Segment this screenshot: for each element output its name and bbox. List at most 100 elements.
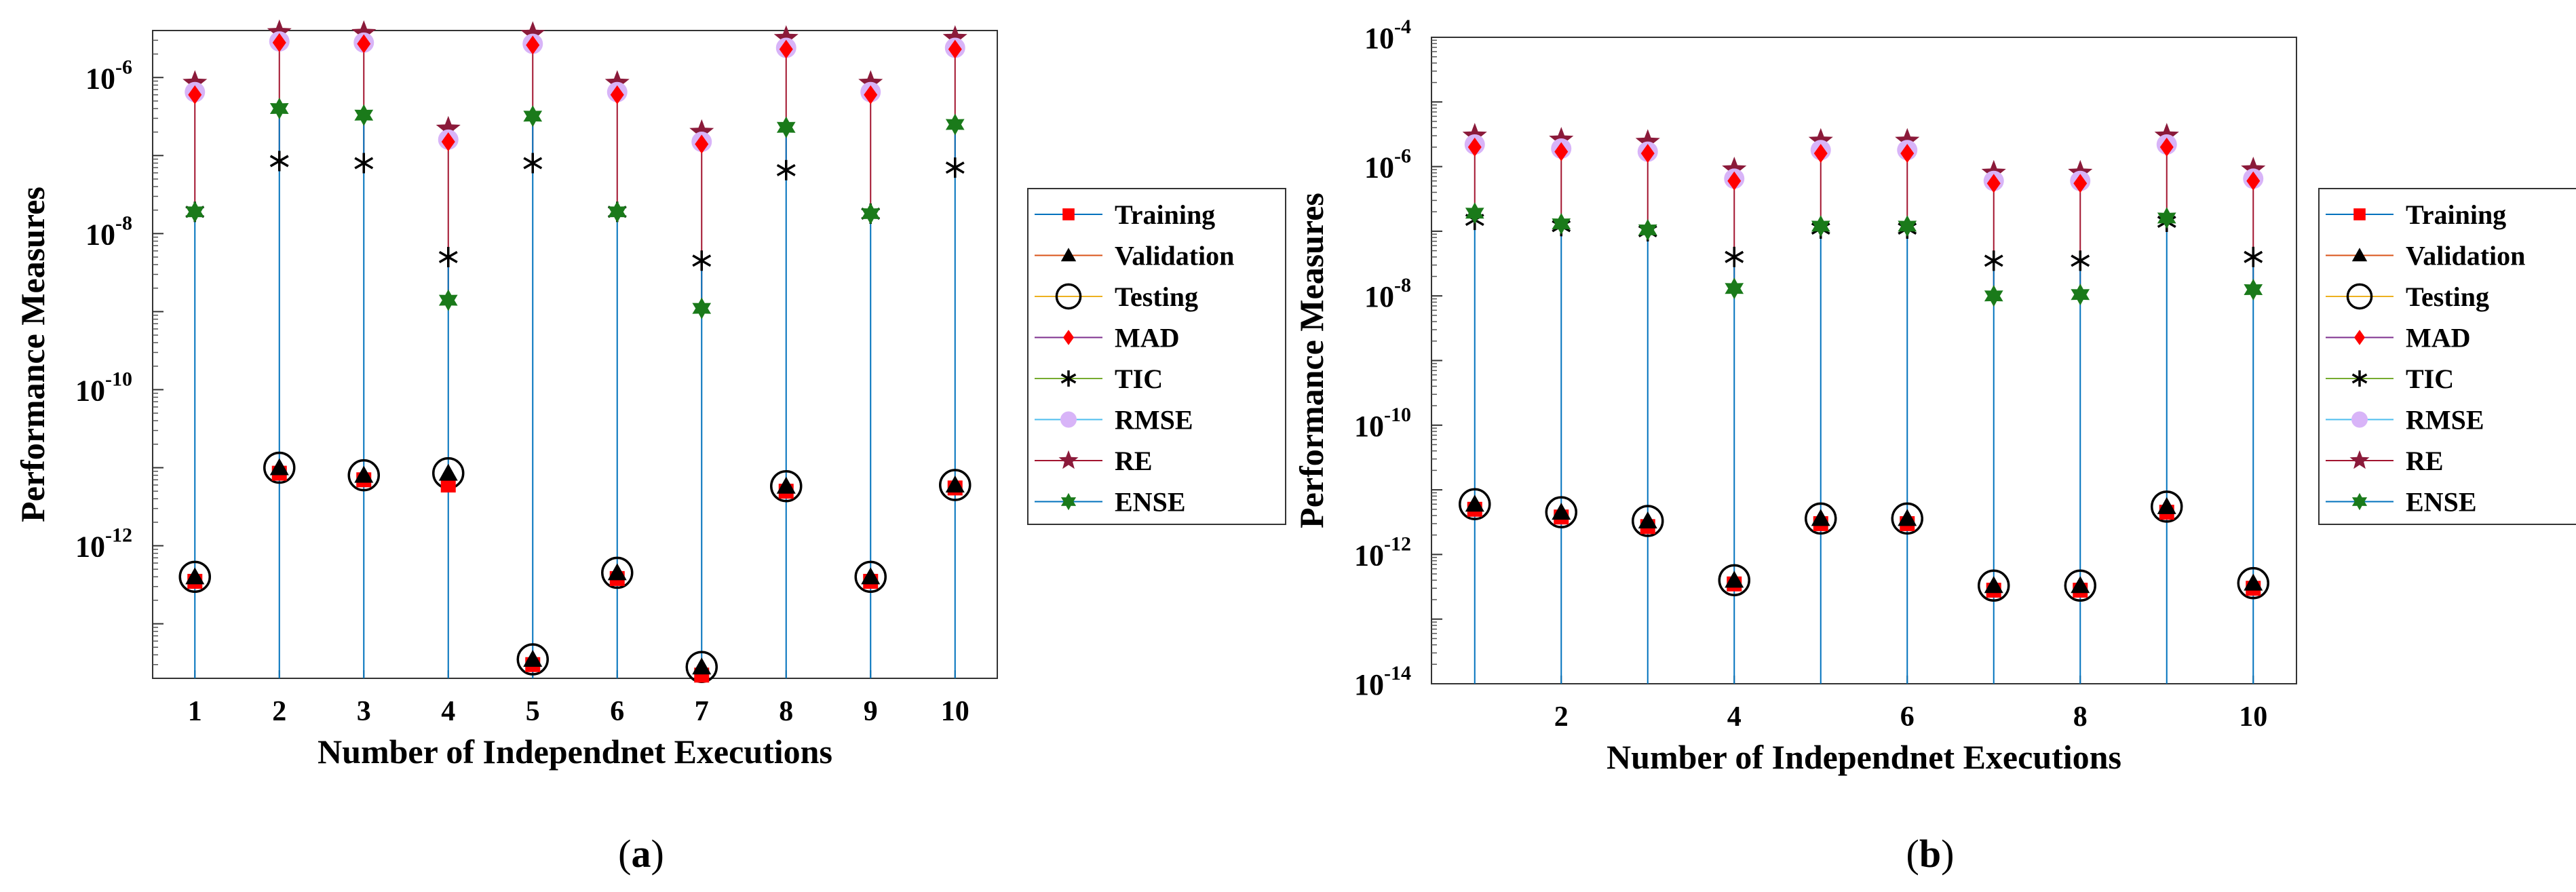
legend-marker-tic [1060,370,1077,387]
point-mad [357,34,371,54]
legend-box [1027,188,1286,525]
point-validation [1811,509,1830,526]
point-re [858,70,883,94]
legend-marker-testing [1055,283,1082,310]
point-re [1635,129,1660,153]
point-mad [695,134,709,154]
point-mad [948,39,962,59]
x-tick-label: 10 [2239,701,2267,733]
point-mad [2246,171,2261,191]
point-ense [776,116,796,138]
point-ense [945,113,965,136]
point-validation [1725,570,1744,588]
legend-label: Testing [2406,282,2489,312]
point-testing [854,560,887,594]
legend-label: RMSE [1115,405,1193,435]
point-re [2241,157,2266,180]
legend-marker-re [2349,450,2370,469]
y-tick-label: 10-6 [85,56,132,95]
point-ense [1811,215,1830,237]
point-ense [269,98,289,119]
point-ense [1552,213,1571,235]
point-validation [1552,503,1571,520]
point-tic [1984,250,2003,271]
x-tick-label: 9 [864,696,878,727]
point-validation [1638,511,1657,528]
point-mad [1986,174,2001,193]
point-validation [2244,573,2263,591]
y-tick-label: 10-4 [1364,16,1411,55]
point-re [1895,128,1920,151]
x-tick-label: 2 [272,696,286,727]
legend-marker-mad [2354,330,2365,345]
point-tic [2071,250,2090,271]
y-tick-label: 10-8 [85,212,132,251]
point-mad [441,132,455,152]
point-mad [610,85,624,104]
point-validation [269,458,289,476]
point-ense [2244,279,2263,300]
point-ense [692,297,712,319]
x-tick-label: 4 [1727,701,1742,733]
point-ense [1984,285,2003,307]
point-validation [2157,497,2176,514]
point-tic [776,159,796,180]
x-tick-label: 2 [1554,701,1569,733]
point-re [1808,128,1833,151]
point-testing [1632,505,1664,537]
y-tick-label: 10-10 [1354,404,1411,443]
point-re [1722,157,1747,180]
point-testing [1805,502,1837,535]
x-tick-label: 6 [610,696,624,727]
point-re [351,20,377,44]
point-validation [1984,576,2003,594]
point-testing [1978,569,2010,602]
point-validation [776,476,796,494]
point-mad [779,39,793,59]
legend-label: RMSE [2406,405,2484,435]
point-validation [861,567,881,585]
point-ense [2157,207,2176,229]
point-ense [354,104,374,126]
point-mad [526,35,540,55]
x-tick-label: 8 [2073,701,2088,733]
point-mad [2073,174,2088,193]
legend-marker-re [1058,450,1079,469]
point-tic [523,153,543,174]
point-testing [1891,502,1923,535]
point-testing [1459,488,1491,520]
point-mad [272,33,286,52]
y-axis-label: Performance Measures [14,187,52,522]
point-validation [2071,576,2090,594]
x-axis-label: Number of Independnet Executions [1607,738,2121,776]
point-ense [1465,202,1484,225]
point-mad [1813,144,1828,163]
legend-label: MAD [1115,323,1180,353]
legend-label: Training [2406,199,2506,230]
point-training [440,478,456,493]
point-testing [347,459,380,492]
point-testing [770,469,803,503]
point-mad [1467,137,1482,157]
point-validation [607,563,627,581]
y-tick-label: 10-8 [1364,274,1411,313]
y-tick-label: 10-14 [1354,662,1411,701]
legend-marker-rmse [1060,411,1077,428]
x-tick-label: 5 [526,696,540,727]
point-ense [861,203,881,225]
point-testing [1718,564,1750,597]
point-re [773,25,799,49]
point-testing [1545,496,1577,528]
legend-marker-training [2353,208,2366,220]
point-re [267,19,292,43]
point-ense [1725,277,1744,300]
legend-marker-training [1062,208,1075,220]
point-testing [601,556,634,589]
point-re [182,70,208,94]
y-tick-label: 10-10 [75,368,132,407]
point-testing [516,643,549,676]
point-ense [438,289,458,311]
point-mad [1727,171,1742,191]
point-mad [1900,144,1915,163]
legend-label: TIC [2406,364,2454,394]
